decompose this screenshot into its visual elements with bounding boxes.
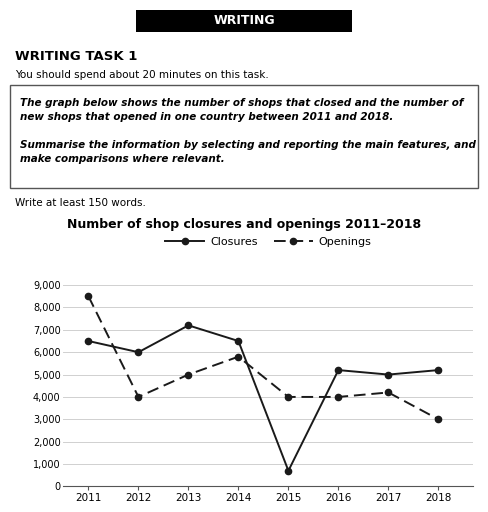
Text: Write at least 150 words.: Write at least 150 words.	[15, 198, 146, 208]
Text: make comparisons where relevant.: make comparisons where relevant.	[20, 154, 225, 164]
Text: Number of shop closures and openings 2011–2018: Number of shop closures and openings 201…	[67, 218, 421, 231]
Text: WRITING TASK 1: WRITING TASK 1	[15, 50, 138, 63]
Legend: Closures, Openings: Closures, Openings	[161, 233, 376, 251]
Text: Summarise the information by selecting and reporting the main features, and: Summarise the information by selecting a…	[20, 140, 476, 150]
Text: The graph below shows the number of shops that closed and the number of: The graph below shows the number of shop…	[20, 98, 464, 108]
Text: new shops that opened in one country between 2011 and 2018.: new shops that opened in one country bet…	[20, 112, 393, 122]
Text: WRITING: WRITING	[213, 14, 275, 28]
Text: You should spend about 20 minutes on this task.: You should spend about 20 minutes on thi…	[15, 70, 269, 80]
